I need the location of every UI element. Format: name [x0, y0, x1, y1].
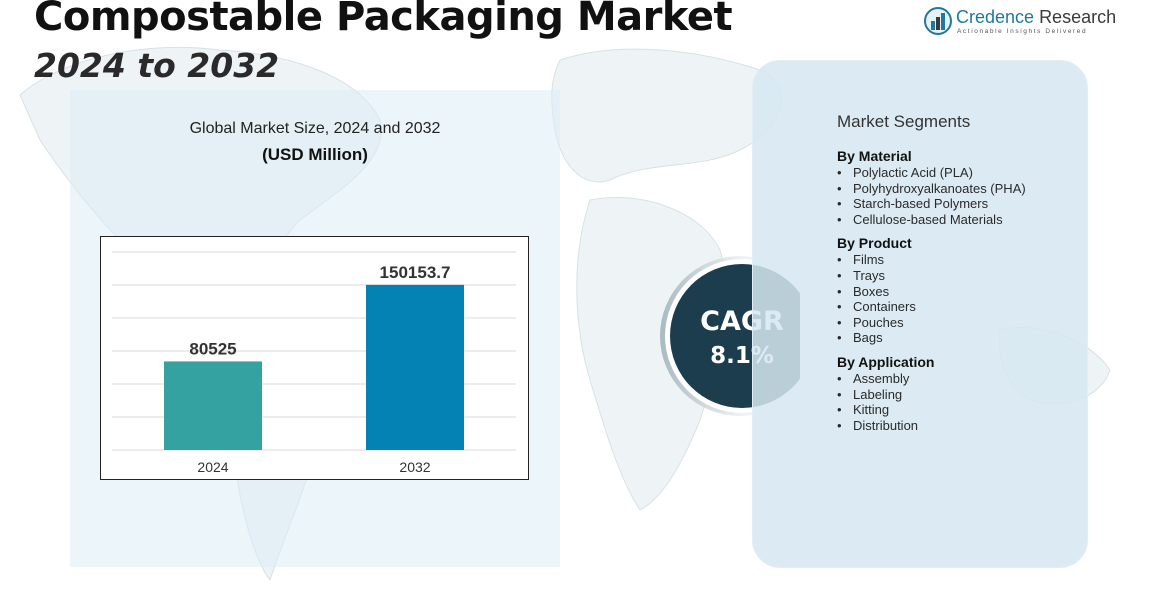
bars	[164, 284, 464, 450]
bar-chart-icon	[924, 7, 952, 35]
segment-item: Starch-based Polymers	[837, 196, 1077, 212]
market-size-bar-chart: 80525 150153.7 2024 2032	[100, 236, 529, 480]
segment-item: Pouches	[837, 315, 1077, 331]
segment-item: Cellulose-based Materials	[837, 212, 1077, 228]
segment-heading: By Application	[837, 353, 935, 370]
data-labels: 80525 150153.7	[189, 263, 450, 359]
tick-label-2024: 2024	[197, 459, 228, 475]
segment-item: Assembly	[837, 371, 1077, 387]
segment-item: Kitting	[837, 402, 1077, 418]
logo-name: Credence Research	[956, 7, 1116, 28]
segment-item: Films	[837, 252, 1077, 268]
chart-heading: Global Market Size, 2024 and 2032	[189, 120, 441, 137]
segment-group-product: By Product Films Trays Boxes Containers …	[837, 235, 1077, 346]
segment-item: Polylactic Acid (PLA)	[837, 165, 1077, 181]
segment-item: Labeling	[837, 387, 1077, 403]
segments-title: Market Segments	[837, 112, 971, 131]
credence-research-logo[interactable]: Credence Research Actionable Insights De…	[924, 6, 1116, 40]
tick-label-2032: 2032	[399, 459, 430, 475]
segment-heading: By Product	[837, 235, 912, 252]
logo-tagline: Actionable Insights Delivered	[957, 28, 1088, 35]
data-label-2032: 150153.7	[380, 263, 451, 282]
bar-2024	[164, 361, 262, 450]
data-label-2024: 80525	[189, 339, 236, 358]
logo-name-part2: Research	[1039, 7, 1117, 27]
segment-group-material: By Material Polylactic Acid (PLA) Polyhy…	[837, 148, 1077, 227]
x-tick-labels: 2024 2032	[197, 459, 430, 475]
segment-item: Boxes	[837, 284, 1077, 300]
segment-item: Containers	[837, 299, 1077, 315]
logo-name-part1: Credence	[956, 7, 1035, 27]
page-subtitle: 2024 to 2032	[34, 46, 280, 85]
segment-heading: By Material	[837, 148, 912, 164]
segment-item: Polyhydroxyalkanoates (PHA)	[837, 181, 1077, 197]
segment-item: Distribution	[837, 418, 1077, 434]
segment-item: Trays	[837, 268, 1077, 284]
bar-2032	[366, 284, 464, 450]
segment-group-application: By Application Assembly Labeling Kitting…	[837, 354, 1077, 433]
page-title: Compostable Packaging Market	[34, 0, 733, 40]
chart-unit: (USD Million)	[262, 145, 368, 164]
segments-list: By Material Polylactic Acid (PLA) Polyhy…	[837, 148, 1077, 441]
segment-item: Bags	[837, 330, 1077, 346]
